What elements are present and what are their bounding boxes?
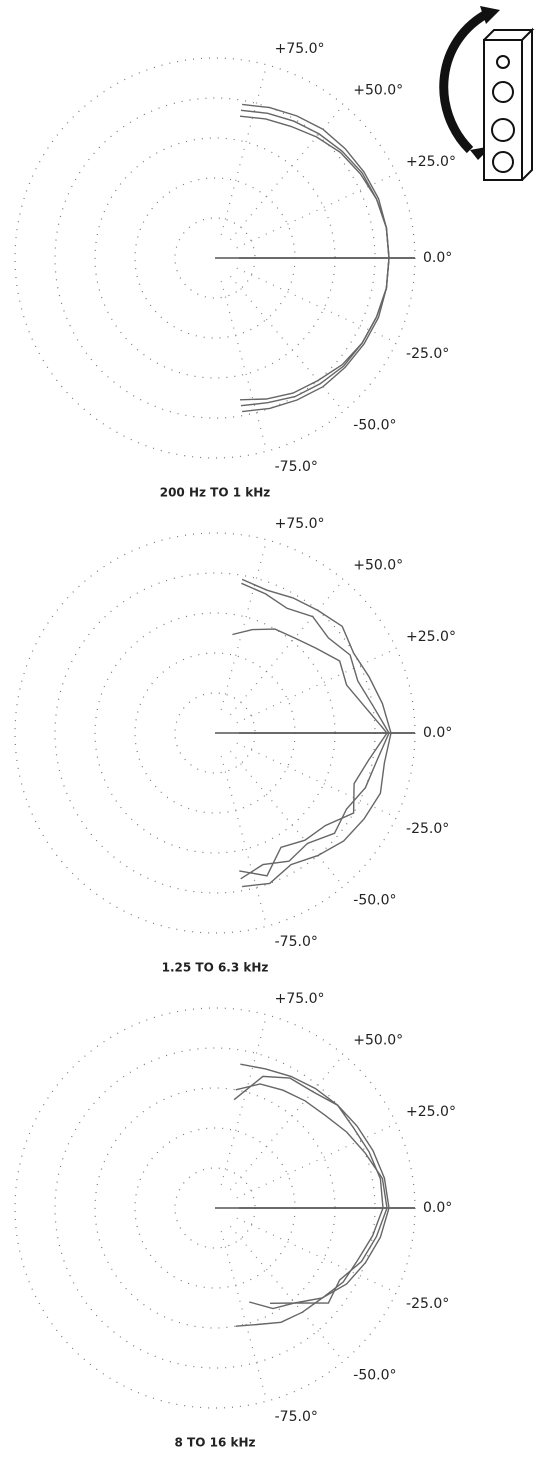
response-curve bbox=[232, 628, 388, 877]
grid-spoke bbox=[220, 1014, 268, 1185]
grid-spoke bbox=[220, 64, 268, 235]
grid-spoke bbox=[236, 172, 397, 249]
angle-label: -50.0° bbox=[353, 417, 396, 433]
speaker-icon bbox=[439, 6, 535, 181]
angle-label: -25.0° bbox=[406, 346, 449, 362]
angle-label: +25.0° bbox=[406, 154, 456, 170]
caption: 8 TO 16 kHz bbox=[175, 1436, 256, 1450]
angle-label: +25.0° bbox=[406, 629, 456, 645]
response-curve bbox=[235, 1083, 388, 1310]
response-curve bbox=[240, 582, 390, 880]
response-curve bbox=[233, 1075, 384, 1327]
grid-spoke bbox=[236, 647, 397, 724]
angle-label: +75.0° bbox=[275, 41, 325, 57]
angle-label: 0.0° bbox=[423, 250, 452, 266]
grid-spoke bbox=[220, 756, 268, 927]
angle-label: -50.0° bbox=[353, 1367, 396, 1383]
caption: 1.25 TO 6.3 kHz bbox=[162, 961, 269, 975]
angle-label: -25.0° bbox=[406, 821, 449, 837]
caption: 200 Hz TO 1 kHz bbox=[160, 486, 271, 500]
angle-label: -75.0° bbox=[275, 459, 318, 475]
grid-spoke bbox=[236, 1122, 397, 1199]
grid-spoke bbox=[220, 281, 268, 452]
angle-label: -50.0° bbox=[353, 892, 396, 908]
angle-label: +50.0° bbox=[353, 558, 403, 574]
grid-spoke bbox=[236, 267, 397, 344]
grid-spoke bbox=[236, 742, 397, 819]
grid-spoke bbox=[229, 104, 345, 241]
grid-spoke bbox=[229, 579, 345, 716]
angle-label: -25.0° bbox=[406, 1296, 449, 1312]
angle-label: 0.0° bbox=[423, 725, 452, 741]
response-curve bbox=[239, 115, 390, 401]
response-curve bbox=[241, 578, 392, 888]
angle-label: +50.0° bbox=[353, 83, 403, 99]
grid-spoke bbox=[229, 1225, 345, 1362]
angle-label: -75.0° bbox=[275, 934, 318, 950]
angle-label: +50.0° bbox=[353, 1033, 403, 1049]
grid-spoke bbox=[229, 1054, 345, 1191]
grid-spoke bbox=[229, 750, 345, 887]
grid-spoke bbox=[220, 1231, 268, 1402]
angle-label: +25.0° bbox=[406, 1104, 456, 1120]
grid-spoke bbox=[220, 539, 268, 710]
angle-label: +75.0° bbox=[275, 991, 325, 1007]
angle-label: 0.0° bbox=[423, 1200, 452, 1216]
angle-label: -75.0° bbox=[275, 1409, 318, 1425]
grid-spoke bbox=[229, 275, 345, 412]
response-curve bbox=[240, 1063, 390, 1304]
angle-label: +75.0° bbox=[275, 516, 325, 532]
grid-spoke bbox=[236, 1217, 397, 1294]
